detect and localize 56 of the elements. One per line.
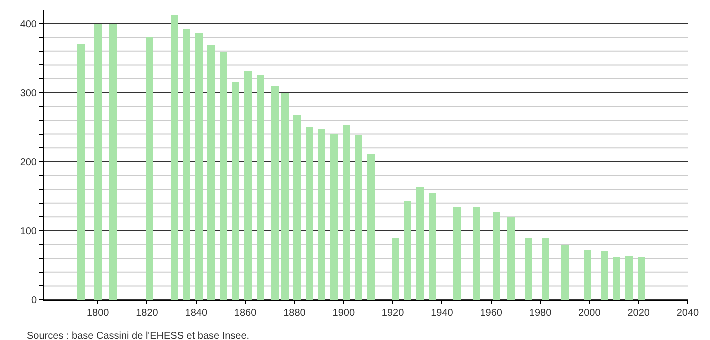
y-tick-label: 100 — [20, 226, 38, 238]
bar — [507, 217, 515, 300]
bar — [392, 238, 399, 300]
bar — [601, 251, 608, 300]
x-tick-label: 1860 — [234, 308, 258, 319]
bar — [429, 193, 436, 300]
bar — [625, 256, 633, 300]
bar — [94, 24, 102, 300]
source-note: Sources : base Cassini de l'EHESS et base Insee. — [27, 331, 250, 340]
bar — [584, 250, 591, 300]
y-tick-label: 400 — [20, 19, 38, 30]
bar — [638, 257, 645, 300]
bar — [343, 125, 350, 300]
bar — [330, 134, 338, 300]
x-tick-label: 1920 — [382, 308, 405, 319]
bar — [542, 238, 549, 300]
bar — [613, 257, 620, 300]
bar — [493, 212, 500, 300]
bar — [271, 86, 279, 300]
bar — [367, 154, 375, 300]
bar — [318, 129, 325, 300]
bar — [232, 82, 239, 300]
y-tick-label: 300 — [20, 88, 38, 100]
x-tick-label: 1800 — [86, 308, 110, 319]
bar — [293, 115, 301, 300]
bar — [109, 24, 117, 300]
bar — [195, 33, 203, 300]
bar — [77, 44, 85, 300]
bar — [183, 29, 190, 300]
bar — [473, 207, 480, 300]
x-tick-label: 1840 — [185, 308, 208, 319]
bar — [281, 93, 289, 300]
x-tick-label: 1980 — [529, 308, 552, 319]
x-tick-label: 1880 — [284, 308, 306, 319]
x-tick-label: 1900 — [332, 308, 356, 319]
bar — [220, 52, 227, 300]
bar — [207, 45, 215, 300]
x-tick-label: 1940 — [431, 308, 454, 319]
x-tick-label: 2000 — [578, 308, 602, 319]
bar — [244, 71, 252, 300]
bar — [525, 238, 532, 300]
y-tick-label: 200 — [20, 157, 38, 168]
x-tick-label: 1960 — [480, 308, 503, 319]
y-tick-label: 0 — [31, 296, 38, 306]
bar — [404, 201, 411, 300]
bar — [171, 15, 178, 300]
x-tick-label: 2020 — [628, 308, 650, 319]
bar — [416, 187, 424, 300]
bar — [561, 245, 569, 300]
bar — [306, 127, 313, 300]
bar — [453, 207, 461, 300]
bar — [257, 75, 264, 300]
bar — [146, 37, 153, 300]
x-tick-label: 2040 — [676, 308, 700, 319]
bar — [355, 135, 362, 300]
x-tick-label: 1820 — [136, 308, 159, 319]
